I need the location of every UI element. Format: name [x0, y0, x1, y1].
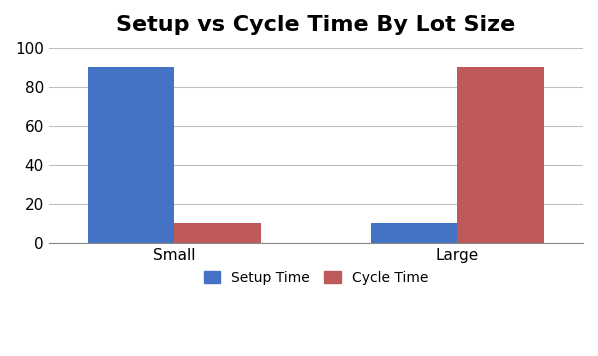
- Bar: [88, 67, 175, 243]
- Bar: [457, 67, 544, 243]
- Bar: [175, 223, 261, 243]
- Bar: [371, 223, 457, 243]
- Title: Setup vs Cycle Time By Lot Size: Setup vs Cycle Time By Lot Size: [116, 15, 515, 35]
- Legend: Setup Time, Cycle Time: Setup Time, Cycle Time: [198, 265, 434, 290]
